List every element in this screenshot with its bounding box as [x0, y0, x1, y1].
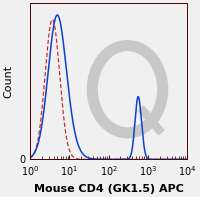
Y-axis label: Count: Count [3, 65, 13, 98]
X-axis label: Mouse CD4 (GK1.5) APC: Mouse CD4 (GK1.5) APC [34, 184, 184, 193]
